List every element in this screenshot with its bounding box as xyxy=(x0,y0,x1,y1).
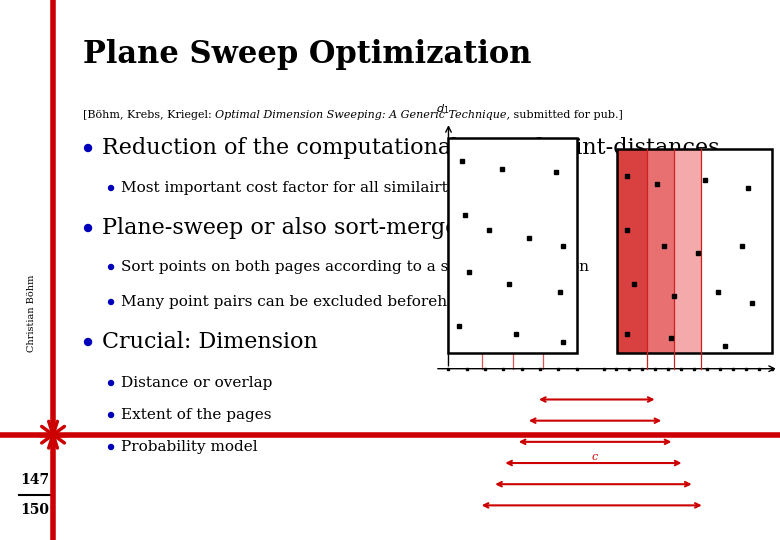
Circle shape xyxy=(84,339,91,346)
Text: Most important cost factor for all similairty join algorithms: Most important cost factor for all simil… xyxy=(121,181,578,195)
Text: c: c xyxy=(592,453,598,462)
Text: Plane-sweep or also sort-merge method:: Plane-sweep or also sort-merge method: xyxy=(102,217,558,239)
Text: Optimal Dimension Sweeping: A Generic Technique,: Optimal Dimension Sweeping: A Generic Te… xyxy=(215,110,510,120)
Text: Many point pairs can be excluded beforehand: Many point pairs can be excluded beforeh… xyxy=(121,295,476,309)
Bar xyxy=(617,149,647,353)
Bar xyxy=(617,149,772,353)
Text: [Böhm, Krebs, Kriegel:: [Böhm, Krebs, Kriegel: xyxy=(83,110,215,120)
Text: Probability model: Probability model xyxy=(121,440,257,454)
Circle shape xyxy=(84,225,91,232)
Text: 150: 150 xyxy=(20,503,50,517)
Bar xyxy=(448,138,576,353)
Bar xyxy=(701,149,772,353)
Text: Reduction of the computational cost of point-distances: Reduction of the computational cost of p… xyxy=(102,137,719,159)
Text: Crucial: Dimension: Crucial: Dimension xyxy=(102,331,317,353)
Text: Sort points on both pages according to a selected dimension: Sort points on both pages according to a… xyxy=(121,260,589,274)
Circle shape xyxy=(108,300,114,305)
Text: Plane Sweep Optimization: Plane Sweep Optimization xyxy=(83,39,531,71)
Circle shape xyxy=(84,145,91,152)
Text: Distance or overlap: Distance or overlap xyxy=(121,376,272,390)
Text: Extent of the pages: Extent of the pages xyxy=(121,408,271,422)
Bar xyxy=(647,149,674,353)
Circle shape xyxy=(108,381,114,386)
Text: Christian Böhm: Christian Böhm xyxy=(27,274,36,352)
Circle shape xyxy=(108,413,114,417)
Circle shape xyxy=(108,186,114,191)
Text: 147: 147 xyxy=(20,473,50,487)
Text: submitted for pub.]: submitted for pub.] xyxy=(510,110,623,120)
Circle shape xyxy=(108,265,114,269)
Text: $d_1$: $d_1$ xyxy=(436,103,449,116)
Bar xyxy=(674,149,701,353)
Circle shape xyxy=(108,444,114,449)
